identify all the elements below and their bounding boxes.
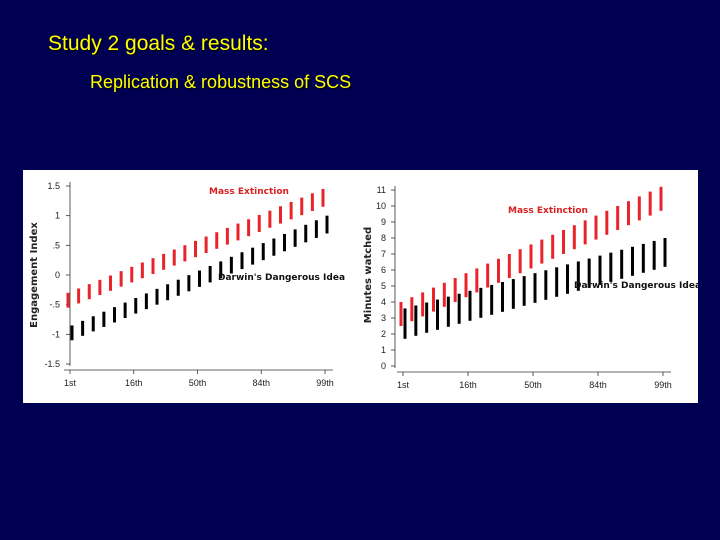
series-mass-extinction bbox=[66, 188, 325, 308]
y-tick-label: 2 bbox=[381, 329, 386, 339]
y-axis-title: Minutes watched bbox=[363, 227, 374, 323]
y-tick-label: 0 bbox=[55, 270, 60, 280]
series-label-mass-extinction: Mass Extinction bbox=[508, 206, 588, 216]
x-tick-label: 1st bbox=[397, 380, 410, 390]
y-tick-label: .5 bbox=[52, 240, 60, 250]
slide-subtitle: Replication & robustness of SCS bbox=[90, 72, 352, 92]
y-tick-label: -.5 bbox=[49, 300, 60, 310]
y-tick-label: 3 bbox=[381, 313, 386, 323]
y-tick-label: -1 bbox=[52, 329, 60, 339]
series-darwins-dangerous-idea bbox=[70, 215, 329, 341]
y-axis-title: Engagement Index bbox=[29, 222, 40, 328]
x-tick-label: 84th bbox=[589, 380, 607, 390]
series-label-mass-extinction: Mass Extinction bbox=[209, 187, 289, 197]
y-tick-label: 5 bbox=[381, 281, 386, 291]
series-label-darwins: Darwin's Dangerous Idea bbox=[218, 273, 345, 283]
x-tick-label: 1st bbox=[64, 378, 77, 388]
x-tick-label: 50th bbox=[189, 378, 207, 388]
y-tick-label: 0 bbox=[381, 361, 386, 371]
y-tick-label: 1.5 bbox=[47, 181, 60, 191]
series-mass-extinction bbox=[399, 186, 663, 326]
series-label-darwins: Darwin's Dangerous Idea bbox=[574, 281, 698, 291]
y-tick-label: -1.5 bbox=[44, 359, 60, 369]
x-tick-label: 50th bbox=[524, 380, 542, 390]
y-tick-label: 10 bbox=[376, 201, 386, 211]
x-tick-label: 16th bbox=[125, 378, 143, 388]
y-tick-label: 7 bbox=[381, 249, 386, 259]
slide-title: Study 2 goals & results: bbox=[48, 32, 269, 55]
y-tick-label: 4 bbox=[381, 297, 386, 307]
x-tick-label: 99th bbox=[316, 378, 334, 388]
y-tick-label: 9 bbox=[381, 217, 386, 227]
y-tick-label: 1 bbox=[55, 211, 60, 221]
y-tick-label: 6 bbox=[381, 265, 386, 275]
series-darwins-dangerous-idea bbox=[403, 238, 667, 339]
y-tick-label: 1 bbox=[381, 345, 386, 355]
x-tick-label: 16th bbox=[459, 380, 477, 390]
y-tick-label: 11 bbox=[377, 185, 386, 195]
x-tick-label: 99th bbox=[654, 380, 672, 390]
figure-panel: 1.5 1.5 0 -.5 -1 -1.5 1st 16th 50th 84th 99th Engag… bbox=[23, 170, 698, 403]
y-tick-label: 8 bbox=[381, 233, 386, 243]
x-tick-label: 84th bbox=[252, 378, 270, 388]
